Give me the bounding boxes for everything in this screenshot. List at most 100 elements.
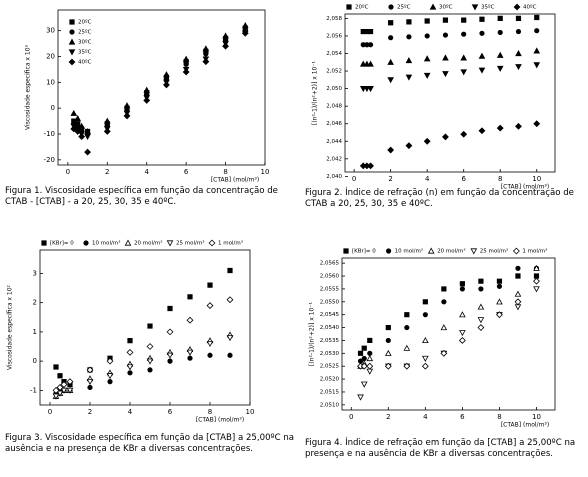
x-tick-label: 8	[498, 175, 502, 183]
marker	[202, 45, 210, 52]
y-tick-label: 2,044	[326, 139, 342, 145]
marker	[167, 358, 173, 364]
legend-marker	[346, 4, 352, 10]
marker	[496, 311, 503, 319]
plot-frame	[57, 9, 266, 166]
marker	[367, 60, 374, 67]
marker	[405, 57, 413, 64]
marker	[186, 349, 194, 356]
marker	[515, 15, 522, 21]
marker	[515, 50, 522, 57]
marker	[440, 349, 448, 357]
marker	[442, 32, 449, 38]
marker	[163, 71, 170, 78]
legend-marker	[388, 4, 394, 10]
marker	[384, 362, 392, 370]
marker	[206, 302, 214, 309]
marker	[478, 286, 484, 292]
marker	[461, 17, 467, 23]
y-tick-label: 2,052	[326, 69, 342, 75]
x-tick-label: 10	[532, 175, 541, 183]
y-tick-label: 0	[33, 357, 37, 365]
marker	[222, 42, 229, 50]
marker	[143, 86, 151, 93]
y-tick-label: -20	[44, 156, 55, 164]
caption: Figura 2. Índice de refração (n) em funç…	[305, 188, 574, 209]
legend-label: [KBr]= 0	[352, 249, 376, 255]
x-tick-label: 6	[461, 175, 466, 183]
marker	[367, 337, 373, 344]
marker	[533, 47, 541, 54]
marker	[515, 28, 522, 35]
marker	[403, 362, 411, 370]
plot-frame	[344, 13, 556, 173]
marker	[87, 384, 93, 391]
marker	[461, 31, 467, 37]
marker	[127, 370, 133, 376]
marker	[222, 32, 229, 39]
y-tick-label: 30	[46, 27, 55, 35]
marker	[459, 311, 466, 318]
marker	[84, 127, 91, 135]
y-tick-label: 2,0530	[320, 351, 340, 357]
x-tick-label: 10	[261, 168, 270, 176]
legend-marker	[208, 239, 216, 247]
marker	[421, 362, 429, 370]
marker	[186, 316, 194, 324]
y-tick-label: 2,0515	[320, 389, 340, 395]
y-axis-label: Viscosidade especifica x 10³	[25, 44, 32, 129]
y-tick-label: 2,0540	[320, 325, 340, 331]
marker	[423, 72, 431, 79]
marker	[496, 298, 503, 305]
marker	[66, 378, 74, 386]
y-tick-label: 10	[46, 78, 55, 86]
marker	[442, 71, 449, 78]
legend-marker	[427, 247, 435, 254]
marker	[424, 18, 430, 24]
marker	[357, 358, 364, 364]
x-tick-label: 8	[208, 408, 212, 416]
marker	[227, 352, 233, 358]
marker	[422, 355, 429, 362]
marker	[514, 304, 522, 311]
legend-marker	[512, 247, 520, 255]
marker	[360, 362, 368, 370]
legend-marker	[69, 19, 75, 25]
marker	[422, 312, 428, 318]
y-tick-label: 2,054	[326, 51, 342, 57]
marker	[241, 22, 249, 29]
marker	[60, 381, 68, 388]
marker	[226, 335, 234, 342]
legend-marker	[68, 38, 76, 45]
marker	[126, 348, 134, 356]
x-tick-label: 10	[246, 408, 255, 416]
y-tick-label: 2	[33, 299, 37, 307]
marker	[388, 20, 394, 26]
x-axis-label: [CTAB] (mol/m³)	[211, 177, 259, 184]
legend-label: 30ºC	[439, 4, 453, 11]
marker	[404, 324, 410, 331]
marker	[163, 81, 170, 89]
x-tick-label: 4	[128, 408, 133, 416]
x-tick-label: 4	[144, 168, 149, 176]
marker	[477, 303, 485, 310]
marker	[367, 86, 374, 93]
marker	[366, 368, 374, 375]
marker	[387, 58, 394, 65]
marker	[84, 133, 91, 141]
legend-label: 25ºC	[78, 29, 92, 36]
marker	[146, 343, 154, 350]
marker	[56, 390, 64, 397]
y-axis-label: [(n²-1)/(n²+2)] x 10⁻¹	[312, 60, 319, 124]
marker	[60, 387, 68, 394]
caption: Figura 1. Viscosidade específica em funç…	[5, 186, 278, 207]
marker	[166, 328, 174, 336]
y-tick-label: 2,050	[326, 86, 342, 92]
y-tick-label: 2,0525	[320, 364, 340, 370]
marker	[387, 146, 395, 154]
x-tick-label: 8	[223, 168, 227, 176]
marker	[423, 55, 431, 62]
marker	[533, 120, 541, 128]
legend-label: 40ºC	[78, 59, 92, 66]
